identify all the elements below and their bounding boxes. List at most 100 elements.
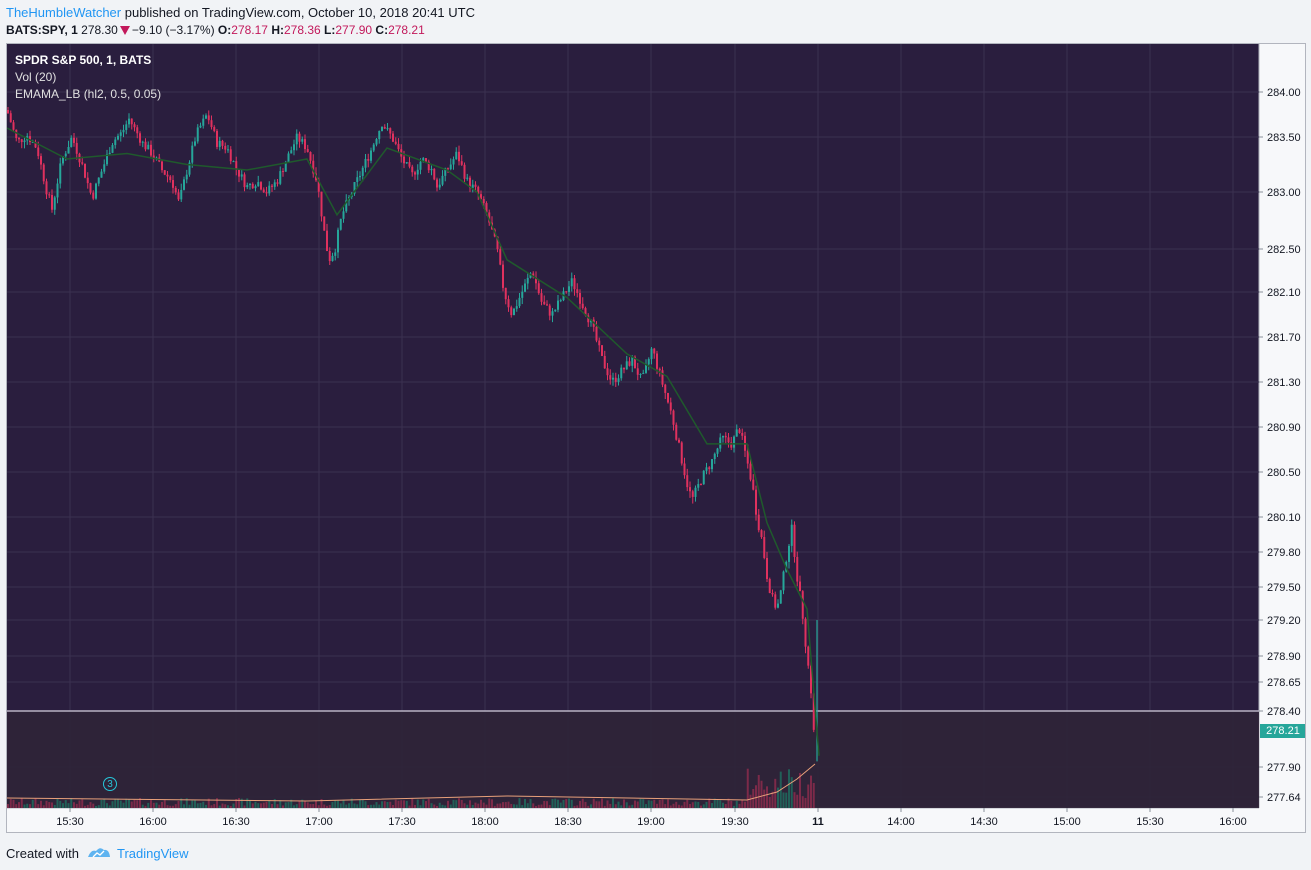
volume-bar [323, 804, 326, 808]
volume-legend[interactable]: Vol (20) [15, 70, 57, 84]
candle-body [812, 693, 815, 730]
candle-body [37, 147, 40, 157]
volume-bar [634, 800, 636, 808]
volume-bar [202, 801, 205, 808]
candle-body [675, 424, 678, 440]
volume-bar [23, 804, 26, 808]
candle-body [161, 161, 163, 171]
author-link[interactable]: TheHumbleWatcher [6, 5, 122, 20]
volume-bar [774, 778, 777, 808]
volume-bar [260, 803, 262, 808]
volume-bar [565, 799, 568, 808]
x-tick-label: 16:00 [139, 816, 167, 828]
candle-body [317, 180, 320, 192]
price-chart[interactable]: 284.00 283.50 283.00 282.50 282.10 281.70 281.… [7, 44, 1306, 833]
volume-bar [722, 802, 724, 808]
candle-body [18, 138, 20, 140]
candle-body [92, 192, 95, 199]
volume-bar [20, 798, 23, 808]
x-tick-label: 15:30 [1136, 816, 1164, 828]
candle-body [603, 355, 606, 369]
candle-body [375, 139, 378, 145]
candle-body [438, 184, 441, 188]
volume-bar [766, 786, 768, 808]
volume-bar [392, 805, 394, 808]
volume-bar [576, 805, 579, 808]
x-tick-label: 16:30 [222, 816, 250, 828]
candle-body [23, 140, 26, 143]
volume-bar [78, 800, 81, 808]
volume-bar [763, 789, 766, 808]
candle-body [496, 236, 499, 250]
candle-body [807, 646, 810, 666]
volume-bar [680, 805, 683, 808]
volume-bar [788, 769, 790, 808]
volume-bar [678, 804, 680, 808]
low-value: 277.90 [335, 23, 373, 37]
plot-background [7, 44, 1259, 808]
volume-bar [807, 784, 810, 808]
volume-bar [499, 803, 502, 808]
volume-bar [67, 803, 70, 808]
x-tick-label: 17:30 [388, 816, 416, 828]
candle-body [581, 303, 584, 309]
candle-body [246, 185, 249, 188]
indicator-legend[interactable]: EMAMA_LB (hl2, 0.5, 0.05) [15, 87, 162, 101]
volume-bar [7, 804, 9, 808]
candle-body [532, 273, 535, 278]
volume-bar [81, 799, 84, 808]
volume-bar [155, 802, 158, 808]
candle-body [81, 162, 84, 164]
volume-bar [86, 804, 89, 808]
volume-bar [218, 805, 221, 808]
volume-bar [378, 804, 381, 808]
volume-bar [51, 802, 53, 808]
candle-body [601, 345, 603, 356]
candle-body [573, 278, 576, 290]
y-tick-label: 280.10 [1267, 512, 1301, 524]
volume-bar [590, 804, 592, 808]
volume-bar [161, 801, 163, 808]
candle-body [323, 216, 326, 231]
volume-bar [12, 799, 15, 808]
close-value: 278.21 [388, 23, 425, 37]
volume-bar [529, 799, 532, 808]
volume-bar [114, 798, 117, 808]
volume-bar [40, 800, 42, 808]
candle-body [653, 348, 656, 354]
chart-frame[interactable]: 284.00 283.50 283.00 282.50 282.10 281.70 281.… [6, 43, 1306, 833]
tradingview-logo-icon[interactable] [87, 845, 111, 862]
volume-bar [716, 799, 719, 808]
candle-body [777, 603, 779, 608]
candle-body [741, 433, 744, 436]
candle-body [796, 556, 799, 582]
candle-body [122, 129, 125, 133]
tradingview-link[interactable]: TradingView [116, 846, 189, 861]
volume-bar [232, 803, 235, 808]
candle-body [568, 286, 570, 292]
candle-body [614, 377, 617, 382]
candle-body [64, 153, 67, 157]
volume-bar [532, 803, 535, 808]
candle-body [570, 278, 573, 287]
volume-bar [686, 799, 689, 808]
volume-bar [427, 798, 430, 808]
candle-body [342, 211, 345, 219]
volume-bar [502, 802, 504, 808]
volume-bar [194, 800, 196, 808]
volume-bar [669, 805, 672, 808]
candle-body [625, 361, 628, 370]
candle-body [609, 375, 612, 380]
volume-bar [708, 798, 711, 808]
volume-bar [581, 798, 584, 808]
candle-body [480, 194, 482, 200]
candle-body [312, 160, 315, 174]
volume-bar [598, 801, 601, 808]
volume-bar [89, 802, 92, 808]
event-marker[interactable]: 3 [103, 777, 117, 791]
candle-body [180, 189, 183, 200]
candle-body [304, 139, 306, 150]
candle-body [738, 429, 741, 434]
volume-bar [606, 800, 609, 808]
candle-body [183, 179, 185, 190]
